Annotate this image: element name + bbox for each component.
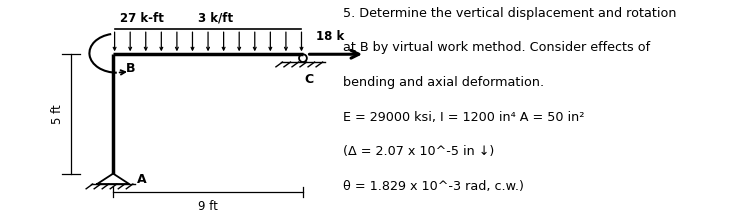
Text: B: B [126,62,136,75]
Text: bending and axial deformation.: bending and axial deformation. [343,76,545,89]
Text: 3 k/ft: 3 k/ft [198,12,233,25]
Text: A: A [137,173,147,186]
Text: θ = 1.829 x 10^-3 rad, c.w.): θ = 1.829 x 10^-3 rad, c.w.) [343,180,524,193]
Text: 27 k-ft: 27 k-ft [120,12,164,25]
Text: 18 k: 18 k [316,30,345,43]
Text: 9 ft: 9 ft [198,200,218,213]
Text: C: C [304,73,313,86]
Text: at B by virtual work method. Consider effects of: at B by virtual work method. Consider ef… [343,41,650,54]
Text: (Δ = 2.07 x 10^-5 in ↓): (Δ = 2.07 x 10^-5 in ↓) [343,145,494,158]
Text: 5 ft: 5 ft [51,104,64,124]
Text: 5. Determine the vertical displacement and rotation: 5. Determine the vertical displacement a… [343,7,677,20]
Text: E = 29000 ksi, I = 1200 in⁴ A = 50 in²: E = 29000 ksi, I = 1200 in⁴ A = 50 in² [343,111,585,124]
